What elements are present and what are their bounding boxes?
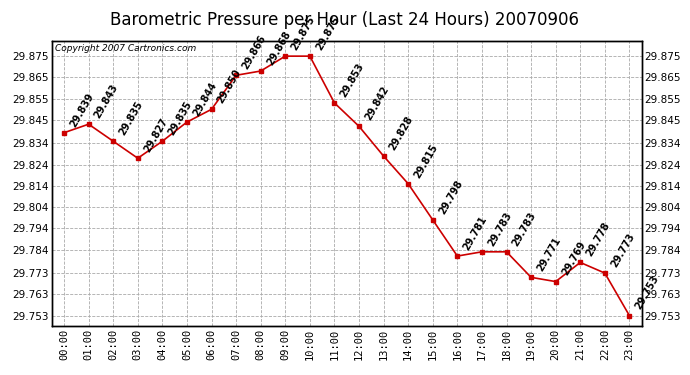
Text: 29.798: 29.798 xyxy=(437,178,464,216)
Text: 29.753: 29.753 xyxy=(633,274,661,312)
Text: Copyright 2007 Cartronics.com: Copyright 2007 Cartronics.com xyxy=(55,44,196,53)
Text: 29.835: 29.835 xyxy=(166,99,194,137)
Text: 29.769: 29.769 xyxy=(560,240,587,278)
Text: 29.853: 29.853 xyxy=(339,61,366,99)
Text: 29.783: 29.783 xyxy=(511,210,538,248)
Text: 29.771: 29.771 xyxy=(535,236,562,273)
Text: 29.839: 29.839 xyxy=(68,91,96,129)
Text: 29.842: 29.842 xyxy=(363,85,391,122)
Text: 29.844: 29.844 xyxy=(191,80,219,118)
Text: 29.843: 29.843 xyxy=(92,82,120,120)
Text: 29.778: 29.778 xyxy=(584,221,612,258)
Text: 29.828: 29.828 xyxy=(388,114,415,152)
Text: 29.875: 29.875 xyxy=(289,14,317,52)
Text: 29.850: 29.850 xyxy=(216,68,243,105)
Text: Barometric Pressure per Hour (Last 24 Hours) 20070906: Barometric Pressure per Hour (Last 24 Ho… xyxy=(110,11,580,29)
Text: 29.835: 29.835 xyxy=(117,99,145,137)
Text: 29.866: 29.866 xyxy=(240,33,268,71)
Text: 29.783: 29.783 xyxy=(486,210,513,248)
Text: 29.868: 29.868 xyxy=(265,29,293,67)
Text: 29.815: 29.815 xyxy=(413,142,440,180)
Text: 29.875: 29.875 xyxy=(314,14,342,52)
Text: 29.827: 29.827 xyxy=(142,117,170,154)
Text: 29.773: 29.773 xyxy=(609,231,636,269)
Text: 29.781: 29.781 xyxy=(462,214,489,252)
